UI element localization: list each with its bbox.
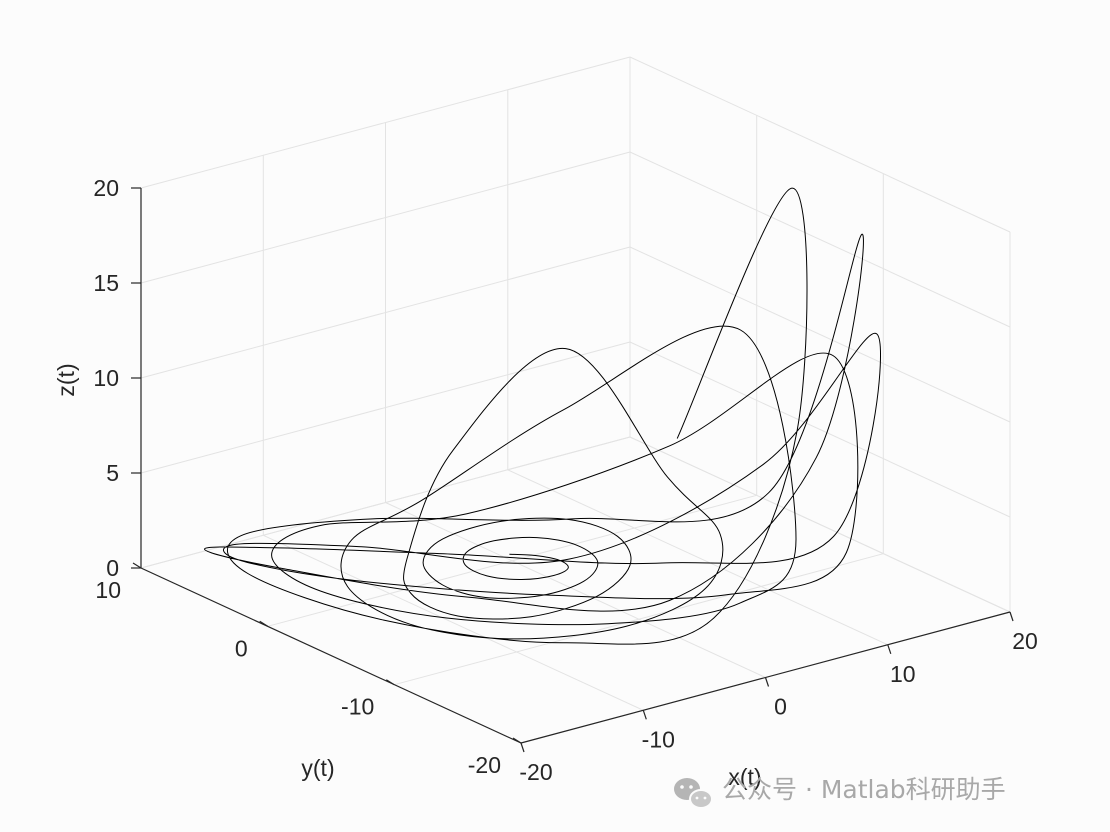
trajectory-layer — [203, 187, 881, 645]
z-tick-label: 15 — [93, 270, 119, 296]
x-tick-label: 20 — [1012, 628, 1038, 654]
y-tick-mark — [132, 562, 142, 569]
grid-line — [140, 56, 631, 189]
x-tick-label: 10 — [890, 661, 916, 687]
y-tick-label: -10 — [341, 694, 374, 720]
z-tick-label: 5 — [106, 460, 119, 486]
z-tick-label: 20 — [93, 175, 119, 201]
grid-line — [140, 151, 631, 284]
y-axis-line — [140, 567, 522, 744]
grid-line — [385, 502, 766, 678]
grid-line — [394, 553, 884, 686]
y-tick-mark — [385, 679, 395, 686]
axes-box — [131, 187, 1014, 753]
wechat-icon — [674, 778, 713, 809]
y-tick-label: -20 — [468, 752, 501, 778]
y-tick-label: 10 — [95, 577, 121, 603]
trajectory-line — [203, 187, 881, 645]
z-axis-label: z(t) — [53, 363, 79, 396]
grid-line — [140, 246, 631, 379]
grid-layer — [140, 56, 1011, 744]
x-tick-mark — [764, 677, 770, 687]
grid-line — [629, 151, 1011, 328]
grid-line — [507, 469, 889, 646]
x-tick-mark — [520, 742, 525, 753]
y-tick-mark — [259, 620, 269, 627]
grid-line — [629, 246, 1011, 423]
y-axis-label: y(t) — [301, 755, 334, 781]
x-tick-mark — [887, 644, 892, 654]
watermark-text: 公众号 · Matlab科研助手 — [722, 775, 1006, 804]
x-tick-mark — [642, 710, 647, 720]
x-tick-label: -20 — [519, 759, 552, 785]
x-tick-label: 0 — [774, 694, 787, 720]
grid-line — [140, 436, 631, 569]
grid-line — [629, 436, 1011, 613]
watermark: 公众号 · Matlab科研助手 — [674, 775, 1006, 809]
grid-line — [140, 341, 631, 474]
y-tick-mark — [512, 737, 522, 744]
grid-line — [629, 341, 1011, 518]
x-tick-mark — [1009, 611, 1014, 622]
x-tick-label: -10 — [642, 726, 675, 752]
grid-line — [263, 534, 644, 711]
grid-line — [629, 56, 1011, 233]
y-tick-label: 0 — [235, 635, 248, 661]
x-axis-label: x(t) — [728, 764, 761, 790]
z-tick-label: 0 — [106, 555, 119, 581]
grid-line — [267, 494, 757, 627]
z-tick-label: 10 — [93, 365, 119, 391]
